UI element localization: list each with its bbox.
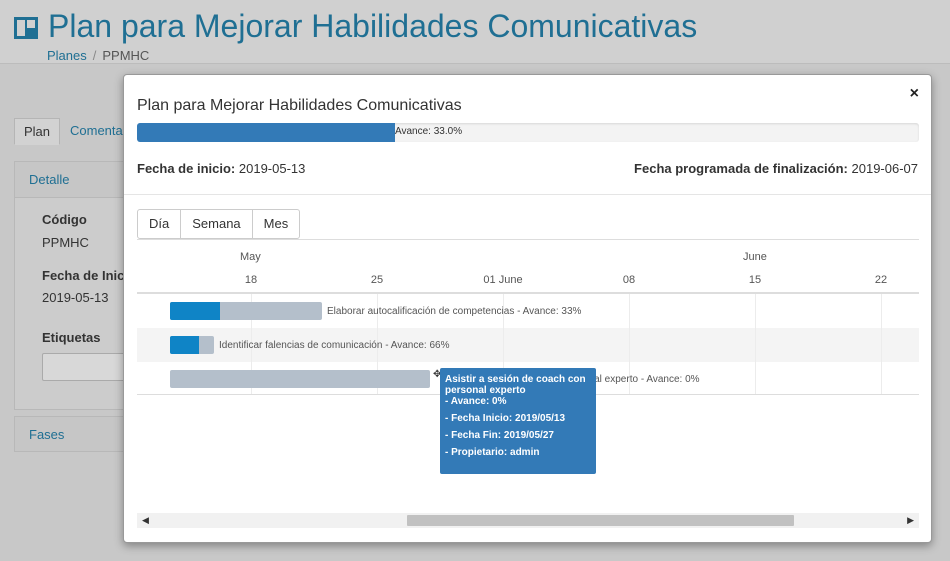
gantt-tick: 22: [874, 274, 888, 286]
gantt-horizontal-scrollbar[interactable]: ◀ ▶: [137, 513, 919, 528]
gantt-gridline: [629, 294, 630, 394]
breadcrumb-current: PPMHC: [102, 48, 150, 63]
end-date-value: 2019-06-07: [851, 161, 919, 176]
page-title: Plan para Mejorar Habilidades Comunicati…: [48, 8, 698, 44]
codigo-label: Código: [42, 212, 87, 227]
plan-progress-text: Avance: 33.0%: [395, 126, 463, 137]
codigo-value: PPMHC: [42, 235, 89, 250]
gantt-gridline: [377, 294, 378, 394]
tooltip-title: Asistir a sesión de coach con personal e…: [445, 374, 586, 396]
breadcrumb-planes-link[interactable]: Planes: [47, 48, 87, 63]
gantt-tick: 01 June: [483, 274, 523, 286]
divider: [124, 194, 931, 195]
gantt-task-bar[interactable]: [170, 370, 430, 388]
plan-modal: × Plan para Mejorar Habilidades Comunica…: [123, 74, 932, 543]
gantt-task-progress: [170, 336, 200, 354]
gantt-gridline: [881, 294, 882, 394]
gantt-month-may: May: [240, 251, 261, 263]
end-date-label: Fecha programada de finalización:: [634, 161, 848, 176]
fecha-inicio-value: 2019-05-13: [42, 290, 109, 305]
view-mode-buttons: Día Semana Mes: [137, 209, 301, 239]
gantt-header-border: [137, 292, 919, 294]
plan-progress-fill: [137, 123, 396, 142]
fecha-inicio-label: Fecha de Inicio: [42, 268, 136, 283]
gantt-tick: 08: [622, 274, 636, 286]
plan-progress-bar: Avance: 33.0%: [137, 123, 919, 142]
gantt-task-label: Elaborar autocalificación de competencia…: [327, 306, 582, 317]
tab-plan[interactable]: Plan: [14, 118, 61, 145]
etiquetas-label: Etiquetas: [42, 330, 101, 345]
scrollbar-thumb[interactable]: [407, 515, 794, 526]
view-week-button[interactable]: Semana: [180, 209, 253, 239]
start-date-label: Fecha de inicio:: [137, 161, 236, 176]
view-month-button[interactable]: Mes: [251, 209, 301, 239]
breadcrumb-separator: /: [92, 48, 97, 63]
gantt-gridline: [503, 294, 504, 394]
view-day-button[interactable]: Día: [137, 209, 182, 239]
gantt-task-progress: [170, 302, 221, 320]
gantt-top-border: [137, 239, 919, 240]
gantt-chart: May June 18 25 01 June 08 15 22 Elaborar…: [137, 239, 919, 512]
gantt-gridline: [251, 294, 252, 394]
tooltip-progress: - Avance: 0%: [445, 396, 507, 407]
gantt-gridline: [755, 294, 756, 394]
page-header: Plan para Mejorar Habilidades Comunicati…: [0, 0, 950, 64]
gantt-tick: 18: [244, 274, 258, 286]
gantt-task-bar[interactable]: [170, 336, 214, 354]
gantt-task-bar[interactable]: [170, 302, 322, 320]
gantt-task-label: Identificar falencias de comunicación - …: [219, 340, 450, 351]
close-icon[interactable]: ×: [909, 85, 919, 102]
scroll-left-icon[interactable]: ◀: [142, 515, 149, 525]
tooltip-end-date: - Fecha Fin: 2019/05/27: [445, 430, 554, 441]
modal-title: Plan para Mejorar Habilidades Comunicati…: [137, 97, 462, 114]
gantt-task-label: onal experto - Avance: 0%: [583, 374, 700, 385]
tab-comentar[interactable]: Comentar: [70, 123, 128, 138]
gantt-tick: 15: [748, 274, 762, 286]
start-date: Fecha de inicio: 2019-05-13: [137, 161, 305, 176]
gantt-tick: 25: [370, 274, 384, 286]
gantt-row: [137, 328, 919, 362]
app-logo-icon: [14, 17, 38, 39]
drag-handle-icon[interactable]: ✥: [433, 369, 442, 380]
breadcrumb: Planes / PPMHC: [47, 48, 149, 63]
scroll-right-icon[interactable]: ▶: [907, 515, 914, 525]
task-tooltip: Asistir a sesión de coach con personal e…: [440, 368, 596, 474]
end-date: Fecha programada de finalización: 2019-0…: [634, 161, 918, 176]
gantt-month-june: June: [743, 251, 767, 263]
start-date-value: 2019-05-13: [238, 161, 306, 176]
tooltip-owner: - Propietario: admin: [445, 447, 540, 458]
tooltip-start-date: - Fecha Inicio: 2019/05/13: [445, 413, 566, 424]
